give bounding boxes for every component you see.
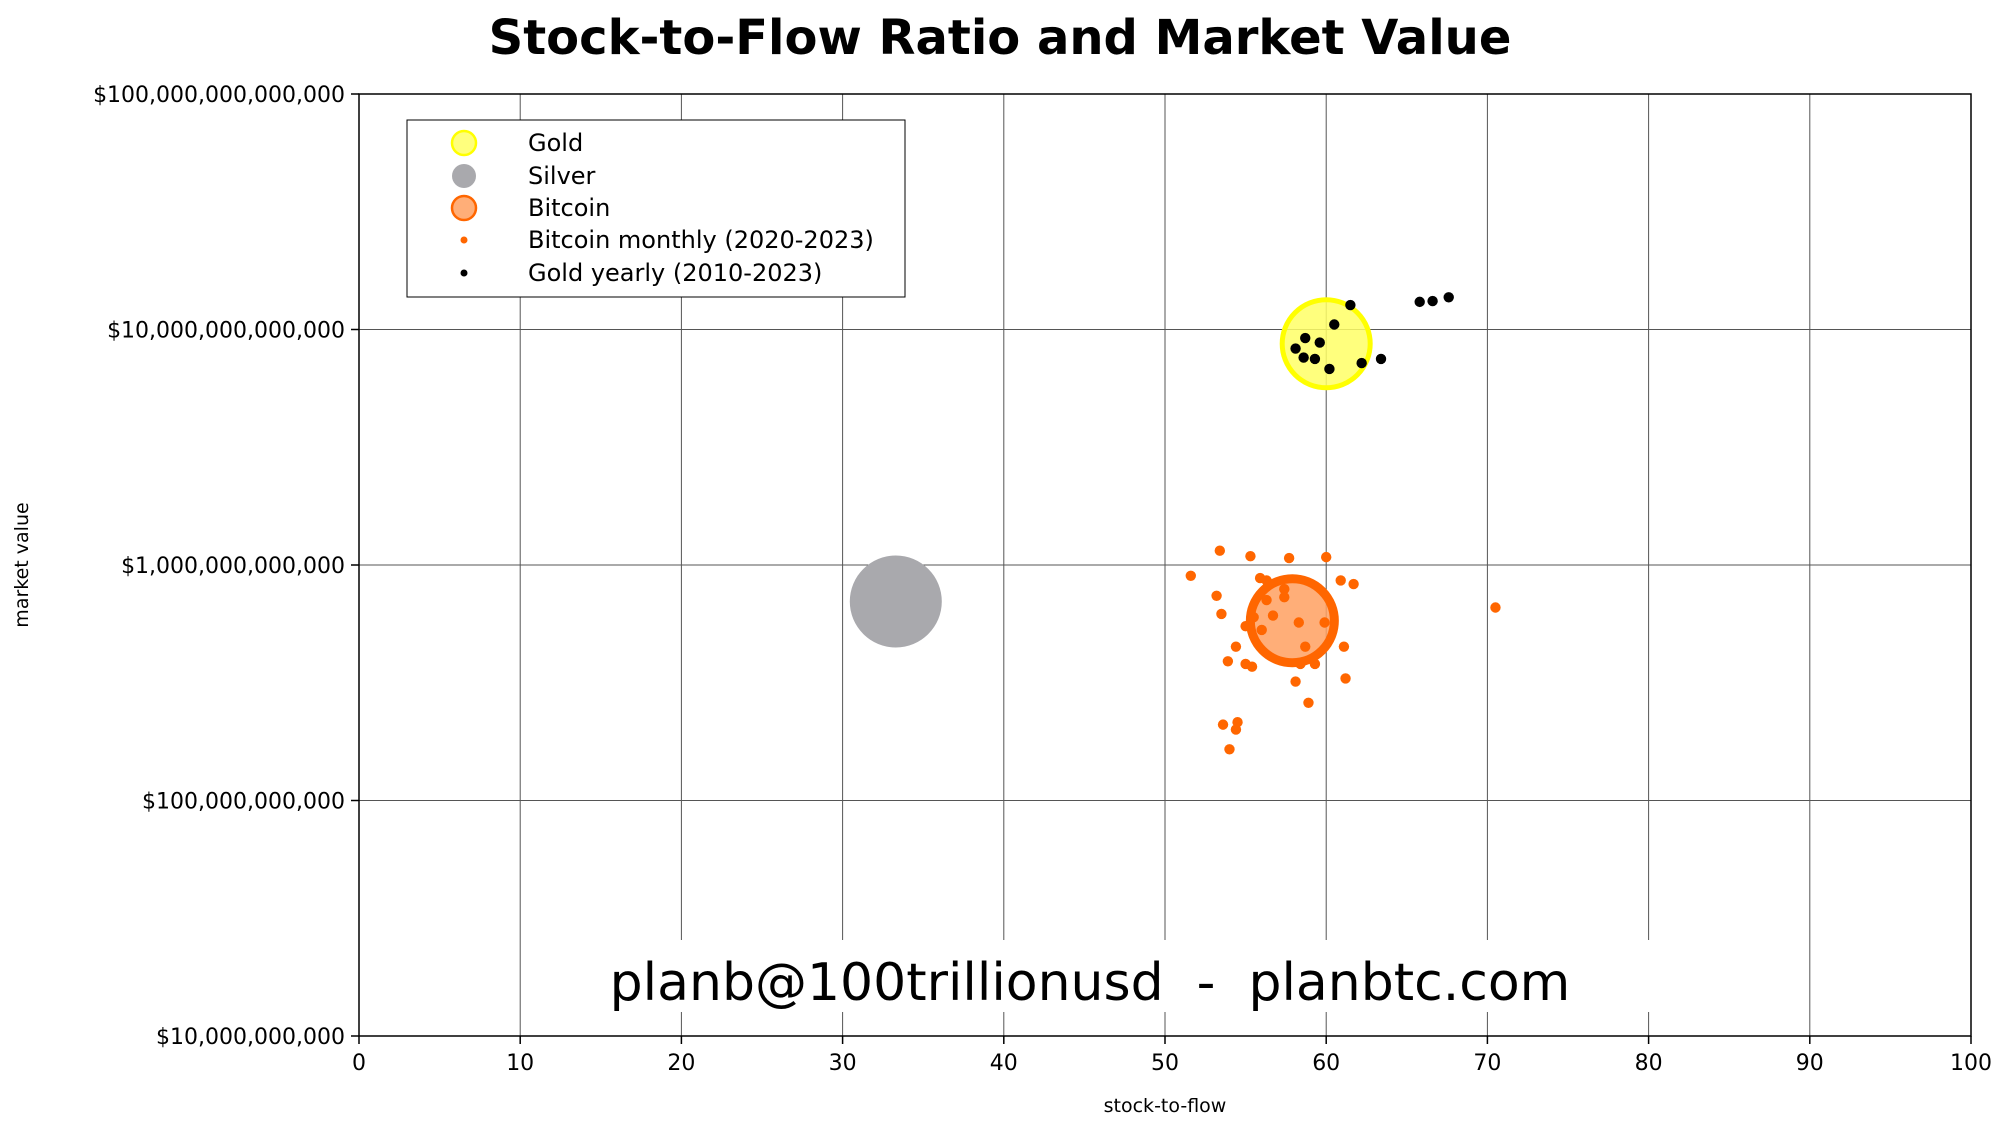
bitcoin-monthly-point bbox=[1279, 583, 1290, 595]
bitcoin-monthly-point bbox=[1293, 617, 1304, 628]
x-tick-label: 50 bbox=[1151, 1051, 1179, 1076]
bitcoin-monthly-point bbox=[1283, 552, 1295, 564]
gold-yearly-point bbox=[1356, 357, 1367, 369]
gold-yearly-point bbox=[1345, 299, 1356, 311]
bitcoin-monthly-point bbox=[1211, 590, 1222, 601]
x-tick-label: 40 bbox=[990, 1051, 1018, 1076]
gold-yearly-point bbox=[1314, 337, 1325, 348]
gold-bubble bbox=[1279, 297, 1373, 391]
legend-bitcoin-label: Bitcoin bbox=[528, 194, 610, 222]
bitcoin-monthly-point bbox=[1279, 591, 1290, 603]
bitcoin-monthly-point bbox=[1216, 608, 1227, 620]
watermark-backdrop bbox=[650, 940, 1650, 1012]
x-tick-label: 10 bbox=[506, 1051, 534, 1076]
bitcoin-monthly-point bbox=[1240, 620, 1251, 632]
x-tick-label: 100 bbox=[1950, 1051, 1992, 1076]
legend-gold-marker bbox=[450, 129, 478, 157]
y-tick-label: $10,000,000,000 bbox=[156, 1025, 345, 1050]
y-tick-label: $100,000,000,000 bbox=[142, 790, 345, 815]
legend-gold-label: Gold bbox=[528, 129, 583, 157]
watermark-text: planb@100trillionusd - planbtc.com bbox=[610, 953, 1571, 1013]
bitcoin-monthly-point bbox=[1290, 676, 1301, 687]
gold-yearly-point bbox=[1329, 319, 1340, 330]
bitcoin-monthly-point bbox=[1319, 617, 1330, 628]
y-tick-label: $100,000,000,000,000 bbox=[93, 83, 345, 108]
gold-yearly-point bbox=[1290, 343, 1301, 354]
gold-yearly-point bbox=[1324, 363, 1335, 375]
bitcoin-monthly-point bbox=[1224, 744, 1235, 755]
ticks-layer: 0 10 20 30 40 50 60 70 80 90 100 $100,000,000,000,0… bbox=[93, 83, 1992, 1076]
silver-bubble bbox=[849, 555, 942, 648]
legend: Gold Silver Bitcoin Bitcoin monthly (2020-2… bbox=[406, 119, 906, 298]
y-tick-label: $1,000,000,000,000 bbox=[121, 554, 345, 579]
legend-bitcoin-marker bbox=[450, 194, 478, 222]
bitcoin-monthly-point bbox=[1185, 570, 1196, 581]
gold-yearly-point bbox=[1300, 332, 1311, 344]
x-tick-label: 90 bbox=[1796, 1051, 1824, 1076]
y-axis-label: market value bbox=[11, 502, 33, 627]
bitcoin-monthly-point bbox=[1217, 719, 1229, 730]
legend-bitcoin-monthly-marker bbox=[460, 236, 468, 244]
gold-yearly-point bbox=[1298, 352, 1309, 363]
series-layer bbox=[849, 292, 1501, 755]
bitcoin-monthly-point bbox=[1222, 656, 1234, 667]
bitcoin-monthly-point bbox=[1248, 612, 1259, 623]
gold-yearly-point bbox=[1375, 353, 1387, 365]
legend-silver-marker bbox=[452, 164, 476, 188]
chart-title: Stock-to-Flow Ratio and Market Value bbox=[489, 10, 1512, 66]
x-tick-label: 70 bbox=[1473, 1051, 1501, 1076]
bitcoin-monthly-point bbox=[1230, 641, 1242, 652]
gold-yearly-point bbox=[1309, 353, 1321, 365]
bitcoin-monthly-point bbox=[1490, 602, 1501, 613]
bitcoin-monthly-point bbox=[1340, 673, 1351, 684]
legend-gold-yearly-marker bbox=[460, 269, 468, 277]
x-axis-label: stock-to-flow bbox=[1104, 1095, 1227, 1117]
bitcoin-monthly-point bbox=[1261, 594, 1272, 606]
bitcoin-monthly-point bbox=[1295, 658, 1306, 670]
bitcoin-monthly-point bbox=[1267, 610, 1279, 621]
bitcoin-monthly-point bbox=[1309, 658, 1321, 670]
bitcoin-monthly-point bbox=[1335, 575, 1346, 586]
watermark-layer: planb@100trillionusd - planbtc.com bbox=[610, 940, 1650, 1013]
gold-yearly-point bbox=[1427, 295, 1438, 307]
x-tick-label: 60 bbox=[1312, 1051, 1340, 1076]
bitcoin-monthly-point bbox=[1300, 641, 1311, 652]
bitcoin-monthly-point bbox=[1245, 550, 1256, 562]
x-tick-label: 20 bbox=[667, 1051, 695, 1076]
bitcoin-monthly-point bbox=[1261, 575, 1272, 586]
gold-yearly-point bbox=[1414, 296, 1425, 308]
y-tick-label: $10,000,000,000,000 bbox=[107, 319, 345, 344]
bitcoin-monthly-point bbox=[1303, 697, 1314, 708]
bitcoin-monthly-point bbox=[1348, 578, 1359, 590]
bitcoin-monthly-point bbox=[1214, 545, 1226, 556]
bitcoin-monthly-point bbox=[1321, 551, 1332, 563]
legend-box bbox=[406, 119, 906, 298]
x-tick-label: 0 bbox=[352, 1051, 366, 1076]
bitcoin-monthly-point bbox=[1256, 624, 1267, 636]
gold-yearly-point bbox=[1443, 292, 1454, 303]
bitcoin-monthly-point bbox=[1246, 661, 1258, 672]
legend-silver-label: Silver bbox=[528, 162, 596, 190]
bitcoin-monthly-point bbox=[1338, 641, 1350, 652]
x-tick-label: 30 bbox=[829, 1051, 857, 1076]
legend-bitcoin-monthly-label: Bitcoin monthly (2020-2023) bbox=[528, 226, 874, 254]
x-tick-label: 80 bbox=[1635, 1051, 1663, 1076]
bitcoin-monthly-point bbox=[1230, 724, 1242, 735]
legend-gold-yearly-label: Gold yearly (2010-2023) bbox=[528, 259, 822, 287]
